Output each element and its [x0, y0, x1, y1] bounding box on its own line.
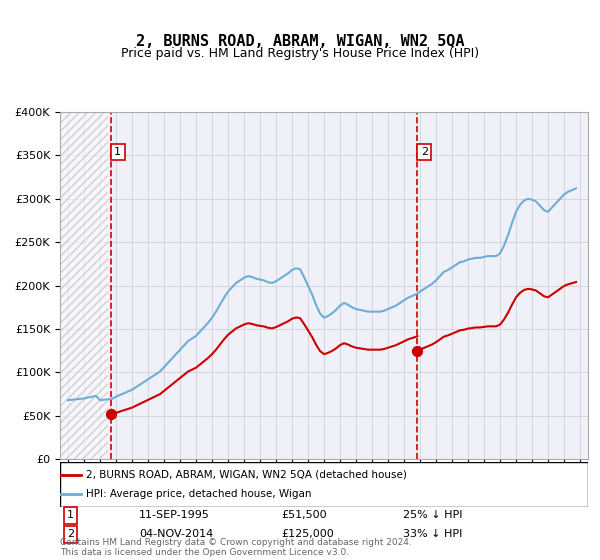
Text: 04-NOV-2014: 04-NOV-2014	[139, 529, 214, 539]
Text: 1: 1	[114, 147, 121, 157]
Text: £125,000: £125,000	[282, 529, 335, 539]
Bar	[60, 112, 108, 459]
Text: 33% ↓ HPI: 33% ↓ HPI	[403, 529, 463, 539]
Text: 25% ↓ HPI: 25% ↓ HPI	[403, 510, 463, 520]
Text: 2, BURNS ROAD, ABRAM, WIGAN, WN2 5QA: 2, BURNS ROAD, ABRAM, WIGAN, WN2 5QA	[136, 35, 464, 49]
Text: Price paid vs. HM Land Registry's House Price Index (HPI): Price paid vs. HM Land Registry's House …	[121, 46, 479, 60]
FancyBboxPatch shape	[60, 462, 588, 507]
Text: £51,500: £51,500	[282, 510, 328, 520]
Text: 2: 2	[67, 529, 74, 539]
Text: Contains HM Land Registry data © Crown copyright and database right 2024.
This d: Contains HM Land Registry data © Crown c…	[60, 538, 412, 557]
Text: 2, BURNS ROAD, ABRAM, WIGAN, WN2 5QA (detached house): 2, BURNS ROAD, ABRAM, WIGAN, WN2 5QA (de…	[86, 469, 407, 479]
Point	[413, 346, 422, 355]
Text: 11-SEP-1995: 11-SEP-1995	[139, 510, 210, 520]
Text: HPI: Average price, detached house, Wigan: HPI: Average price, detached house, Wiga…	[86, 489, 312, 500]
Text: 2: 2	[421, 147, 428, 157]
Text: 1: 1	[67, 510, 74, 520]
Point	[106, 410, 116, 419]
